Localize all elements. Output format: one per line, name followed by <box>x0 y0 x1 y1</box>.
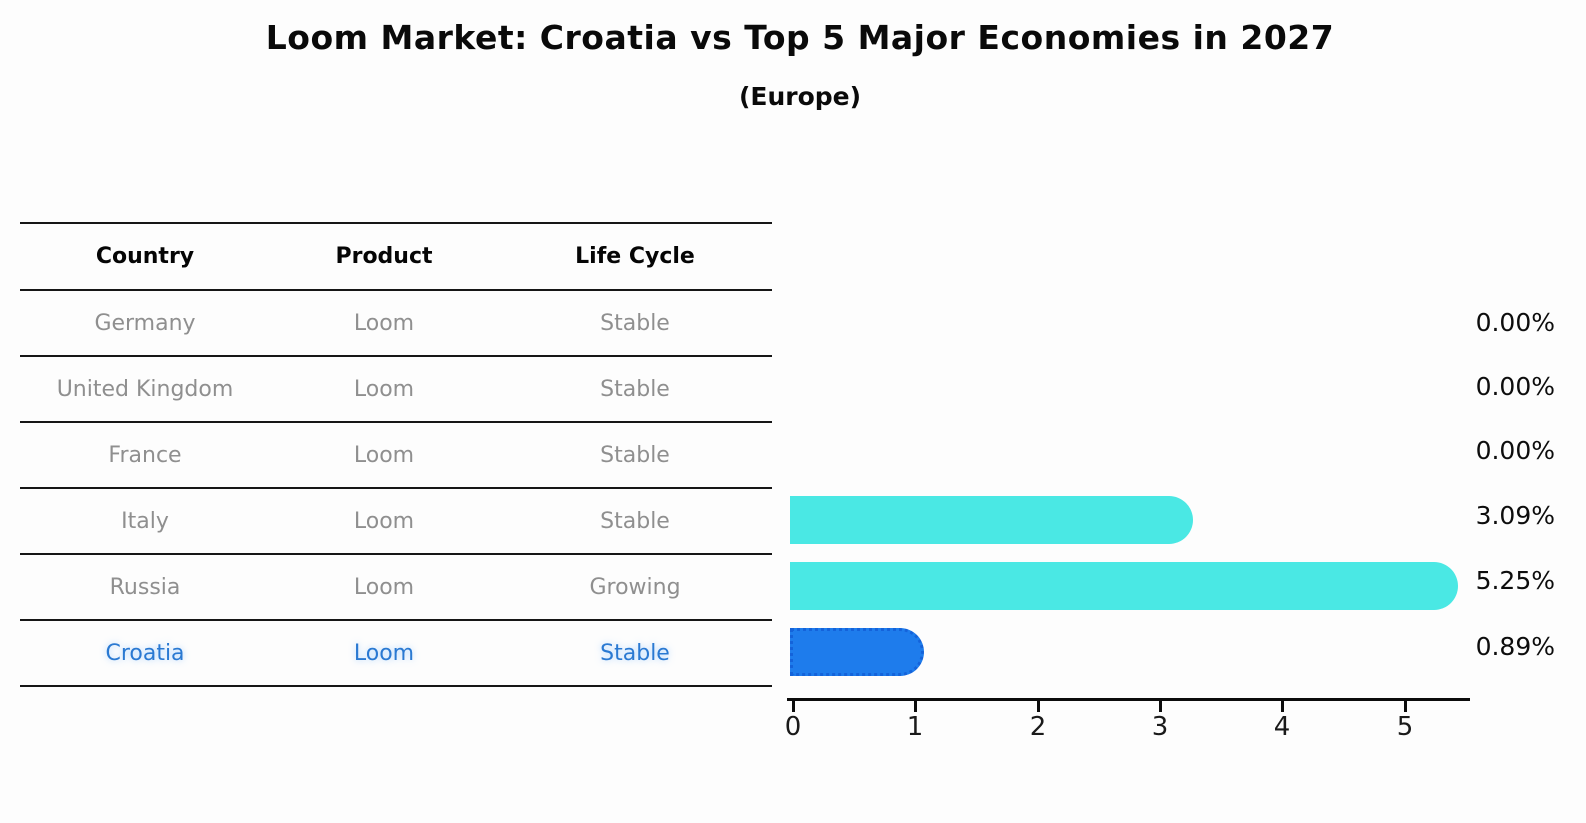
bar-italy <box>790 496 1194 544</box>
cell-country: France <box>108 442 182 468</box>
cell-product: Loom <box>353 640 415 666</box>
value-label-france: 0.00% <box>1475 436 1555 465</box>
x-axis-tick-label: 0 <box>784 712 802 742</box>
cell-product: Loom <box>353 508 415 534</box>
x-axis-tick-label: 1 <box>906 712 924 742</box>
x-axis-tick <box>1159 701 1162 712</box>
column-header-country: Country <box>95 244 195 269</box>
bar-croatia <box>790 628 924 676</box>
x-axis-tick <box>1281 701 1284 712</box>
cell-life-cycle: Growing <box>589 574 681 600</box>
column-header-product: Product <box>335 244 433 269</box>
x-axis-tick <box>792 701 795 712</box>
cell-life-cycle: Stable <box>600 310 670 336</box>
value-label-croatia: 0.89% <box>1475 632 1555 661</box>
x-axis-tick <box>1037 701 1040 712</box>
cell-country: Russia <box>109 574 181 600</box>
x-axis-tick <box>914 701 917 712</box>
table-row-italy: Italy Loom Stable <box>20 489 772 555</box>
cell-country: Italy <box>121 508 169 534</box>
x-axis-tick-label: 4 <box>1273 712 1291 742</box>
cell-life-cycle: Stable <box>600 508 670 534</box>
x-axis-line <box>787 698 1470 701</box>
value-label-germany: 0.00% <box>1475 308 1555 337</box>
cell-life-cycle: Stable <box>600 376 670 402</box>
country-table: Country Product Life Cycle Germany Loom … <box>20 222 772 687</box>
cell-country: Germany <box>94 310 196 336</box>
x-axis-tick-label: 2 <box>1029 712 1047 742</box>
table-row-croatia: Croatia Loom Stable <box>20 621 772 687</box>
table-row-germany: Germany Loom Stable <box>20 291 772 357</box>
x-axis-tick <box>1404 701 1407 712</box>
chart-title: Loom Market: Croatia vs Top 5 Major Econ… <box>265 18 1335 57</box>
cell-product: Loom <box>353 376 415 402</box>
bar-russia <box>790 562 1458 610</box>
cell-product: Loom <box>353 574 415 600</box>
column-header-life-cycle: Life Cycle <box>575 244 695 269</box>
table-row-france: France Loom Stable <box>20 423 772 489</box>
value-label-united-kingdom: 0.00% <box>1475 372 1555 401</box>
value-label-russia: 5.25% <box>1475 566 1555 595</box>
cell-product: Loom <box>353 310 415 336</box>
table-header-row: Country Product Life Cycle <box>20 224 772 291</box>
cell-product: Loom <box>353 442 415 468</box>
table-row-russia: Russia Loom Growing <box>20 555 772 621</box>
x-axis-tick-label: 5 <box>1396 712 1414 742</box>
cell-country: United Kingdom <box>56 376 234 402</box>
cell-life-cycle: Stable <box>600 640 670 666</box>
cell-country: Croatia <box>105 640 185 666</box>
cell-life-cycle: Stable <box>600 442 670 468</box>
value-label-italy: 3.09% <box>1475 501 1555 530</box>
x-axis-tick-label: 3 <box>1151 712 1169 742</box>
table-row-united-kingdom: United Kingdom Loom Stable <box>20 357 772 423</box>
chart-subtitle: (Europe) <box>738 82 862 111</box>
